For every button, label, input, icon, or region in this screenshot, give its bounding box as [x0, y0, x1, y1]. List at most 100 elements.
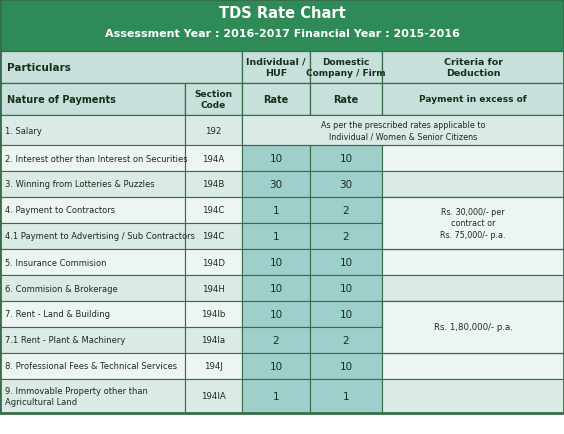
Bar: [382, 171, 564, 197]
Bar: [310, 84, 382, 116]
Text: 194B: 194B: [202, 180, 224, 189]
Text: 3. Winning from Lotteries & Puzzles: 3. Winning from Lotteries & Puzzles: [5, 180, 155, 189]
Bar: [0, 52, 242, 84]
Text: 4.1 Payment to Advertising / Sub Contractors: 4.1 Payment to Advertising / Sub Contrac…: [5, 232, 195, 241]
Text: 10: 10: [270, 257, 283, 267]
Bar: [310, 146, 382, 171]
Bar: [242, 379, 310, 413]
Text: Rs. 1,80,000/- p.a.: Rs. 1,80,000/- p.a.: [434, 323, 513, 332]
Text: 194Ib: 194Ib: [201, 310, 226, 319]
Bar: [242, 197, 310, 224]
Text: 30: 30: [340, 180, 352, 190]
Bar: [185, 327, 242, 353]
Text: 10: 10: [340, 283, 352, 293]
Bar: [382, 116, 564, 146]
Bar: [185, 379, 242, 413]
Text: Nature of Payments: Nature of Payments: [7, 95, 116, 105]
Bar: [382, 146, 564, 171]
Text: 10: 10: [340, 154, 352, 164]
Bar: [242, 84, 310, 116]
Text: 1: 1: [272, 206, 279, 216]
Bar: [382, 197, 564, 224]
Bar: [0, 275, 185, 301]
Bar: [310, 197, 382, 224]
Text: 7. Rent - Land & Building: 7. Rent - Land & Building: [5, 310, 110, 319]
Bar: [310, 301, 382, 327]
Text: Section
Code: Section Code: [195, 89, 232, 110]
Bar: [0, 171, 185, 197]
Bar: [185, 171, 242, 197]
Bar: [382, 327, 564, 353]
Bar: [382, 301, 564, 327]
Text: 30: 30: [270, 180, 283, 190]
Bar: [185, 250, 242, 275]
Bar: [382, 275, 564, 301]
Bar: [242, 301, 310, 327]
Bar: [310, 250, 382, 275]
Text: 9. Immovable Property other than
Agricultural Land: 9. Immovable Property other than Agricul…: [5, 386, 148, 406]
Text: 10: 10: [340, 257, 352, 267]
Bar: [382, 224, 564, 250]
Bar: [185, 146, 242, 171]
Bar: [0, 224, 185, 250]
Bar: [0, 0, 564, 52]
Text: 10: 10: [270, 283, 283, 293]
Bar: [0, 250, 185, 275]
Text: 194C: 194C: [202, 206, 224, 215]
Bar: [310, 379, 382, 413]
Text: Particulars: Particulars: [7, 63, 71, 73]
Text: 5. Insurance Commision: 5. Insurance Commision: [5, 258, 107, 267]
Text: 10: 10: [270, 309, 283, 319]
Text: As per the prescribed rates applicable to
Individual / Women & Senior Citizens: As per the prescribed rates applicable t…: [321, 120, 485, 141]
Text: 1: 1: [272, 391, 279, 401]
Text: 194J: 194J: [204, 362, 223, 371]
Text: 194IA: 194IA: [201, 391, 226, 401]
Text: 1: 1: [343, 391, 349, 401]
Bar: [242, 275, 310, 301]
Text: Rate: Rate: [263, 95, 289, 105]
Bar: [0, 146, 185, 171]
Bar: [382, 52, 564, 84]
Text: 10: 10: [270, 361, 283, 371]
Bar: [242, 327, 310, 353]
Bar: [242, 52, 310, 84]
Bar: [185, 301, 242, 327]
Text: 2. Interest other than Interest on Securities: 2. Interest other than Interest on Secur…: [5, 154, 188, 163]
Bar: [242, 224, 310, 250]
Bar: [242, 116, 564, 146]
Bar: [185, 275, 242, 301]
Bar: [242, 171, 310, 197]
Text: 2: 2: [272, 335, 279, 345]
Text: 194C: 194C: [202, 232, 224, 241]
Bar: [185, 84, 242, 116]
Text: 2: 2: [343, 206, 349, 216]
Bar: [242, 250, 310, 275]
Bar: [185, 353, 242, 379]
Text: Rate: Rate: [333, 95, 359, 105]
Bar: [382, 353, 564, 379]
Text: Assessment Year : 2016-2017 Financial Year : 2015-2016: Assessment Year : 2016-2017 Financial Ye…: [104, 29, 460, 39]
Bar: [382, 250, 564, 275]
Text: 2: 2: [343, 231, 349, 241]
Text: Payment in excess of: Payment in excess of: [419, 95, 527, 104]
Text: 192: 192: [205, 126, 222, 135]
Bar: [310, 116, 382, 146]
Bar: [382, 197, 564, 250]
Text: Rs. 30,000/- per
contract or
Rs. 75,000/- p.a.: Rs. 30,000/- per contract or Rs. 75,000/…: [440, 207, 506, 240]
Text: 2: 2: [343, 335, 349, 345]
Text: 4. Payment to Contractors: 4. Payment to Contractors: [5, 206, 115, 215]
Bar: [0, 301, 185, 327]
Bar: [0, 197, 185, 224]
Text: 194A: 194A: [202, 154, 224, 163]
Bar: [310, 224, 382, 250]
Text: 8. Professional Fees & Technical Services: 8. Professional Fees & Technical Service…: [5, 362, 177, 371]
Text: 1. Salary: 1. Salary: [5, 126, 42, 135]
Text: 194D: 194D: [202, 258, 225, 267]
Text: 194Ia: 194Ia: [201, 336, 226, 345]
Text: 10: 10: [270, 154, 283, 164]
Bar: [382, 301, 564, 353]
Bar: [185, 116, 242, 146]
Bar: [242, 116, 310, 146]
Text: 194H: 194H: [202, 284, 225, 293]
Text: Domestic
Company / Firm: Domestic Company / Firm: [306, 57, 386, 78]
